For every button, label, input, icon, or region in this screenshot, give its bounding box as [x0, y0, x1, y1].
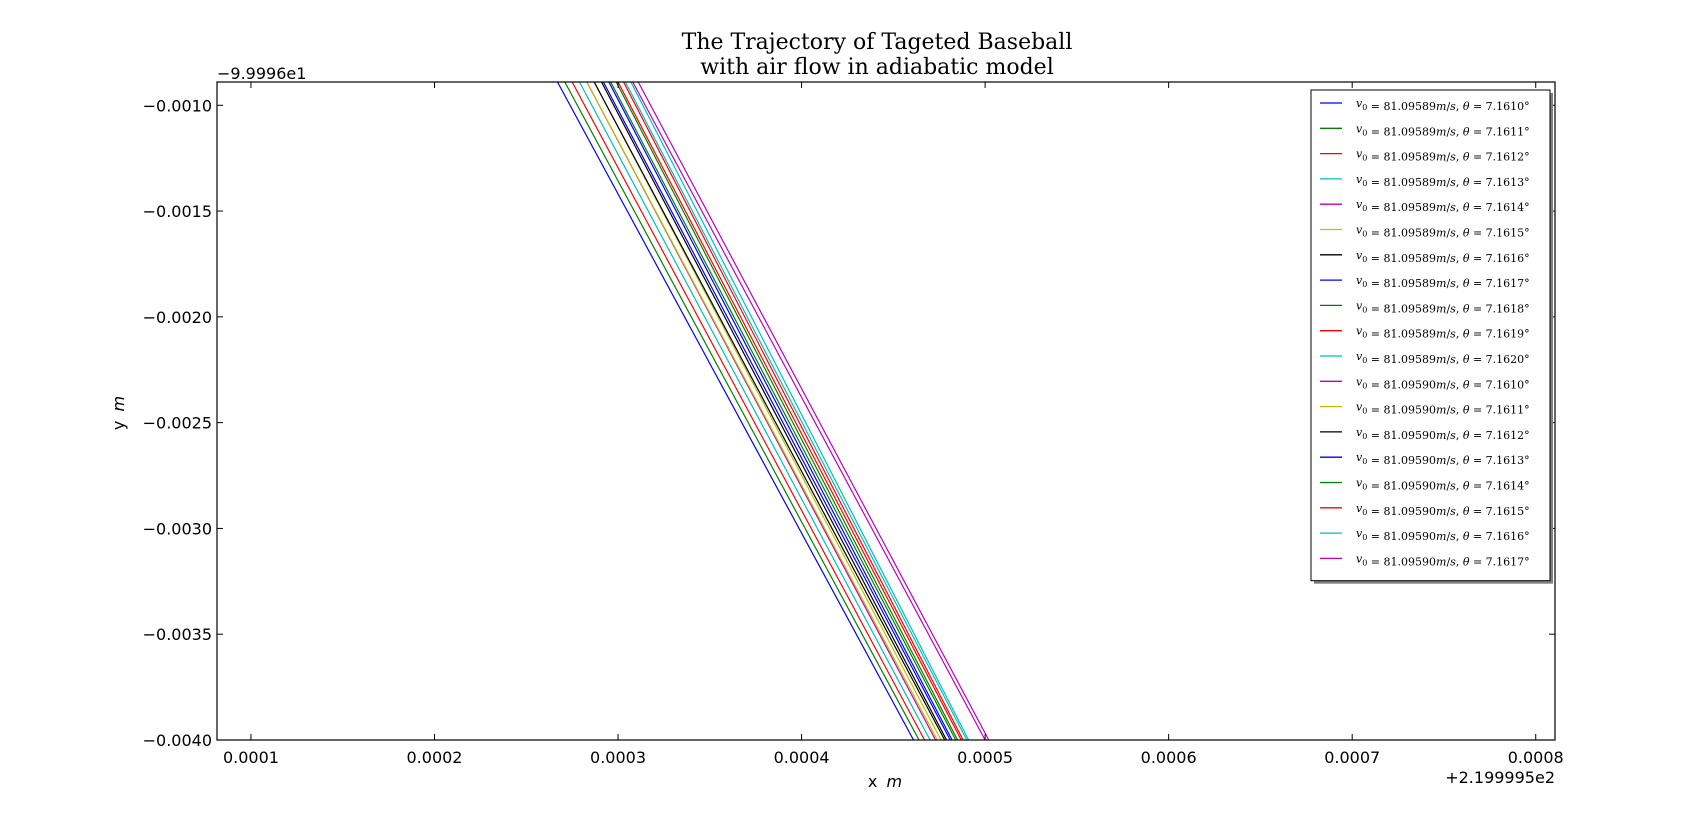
x-axis-ticks: 0.0001 0.0002 0.0003 0.0004 0.0005 0.0006 0.00… [223, 82, 1564, 767]
legend-entry: v0 = 81.09589m/s, θ = 7.1614° [1320, 198, 1530, 214]
series-lines [556, 82, 990, 740]
legend-entry: v0 = 81.09590m/s, θ = 7.1617° [1320, 552, 1530, 568]
series-line-19 [632, 82, 986, 740]
series-line-14 [593, 82, 946, 740]
legend-label: v0 = 81.09590m/s, θ = 7.1615° [1356, 502, 1530, 518]
legend-label: v0 = 81.09589m/s, θ = 7.1613° [1356, 173, 1530, 189]
legend-label: v0 = 81.09590m/s, θ = 7.1614° [1356, 477, 1530, 493]
legend-entry: v0 = 81.09589m/s, θ = 7.1619° [1320, 325, 1530, 341]
x-tick-label: 0.0001 [223, 748, 279, 767]
legend-label: v0 = 81.09589m/s, θ = 7.1614° [1356, 198, 1530, 214]
y-tick-label: −0.0010 [143, 96, 212, 115]
x-tick-label: 0.0008 [1508, 748, 1564, 767]
x-tick-label: 0.0007 [1324, 748, 1380, 767]
series-line-16 [610, 82, 957, 740]
chart-title: The Trajectory of Tageted Baseball [682, 30, 1073, 55]
legend-entry: v0 = 81.09590m/s, θ = 7.1614° [1320, 477, 1530, 493]
legend-label: v0 = 81.09590m/s, θ = 7.1613° [1356, 451, 1530, 467]
x-tick-label: 0.0003 [590, 748, 646, 767]
y-axis-label-text: y [109, 421, 128, 430]
legend-label: v0 = 81.09589m/s, θ = 7.1615° [1356, 224, 1530, 240]
legend-entry: v0 = 81.09589m/s, θ = 7.1616° [1320, 249, 1530, 265]
legend-entry: v0 = 81.09589m/s, θ = 7.1613° [1320, 173, 1530, 189]
legend-label: v0 = 81.09589m/s, θ = 7.1620° [1356, 350, 1530, 366]
legend-entry: v0 = 81.09590m/s, θ = 7.1613° [1320, 451, 1530, 467]
legend-label: v0 = 81.09590m/s, θ = 7.1616° [1356, 527, 1530, 543]
series-line-9 [615, 82, 959, 740]
legend-entry: v0 = 81.09589m/s, θ = 7.1618° [1320, 299, 1530, 315]
legend-entry: v0 = 81.09589m/s, θ = 7.1617° [1320, 274, 1530, 290]
legend-entry: v0 = 81.09589m/s, θ = 7.1610° [1320, 97, 1530, 113]
chart-subtitle: with air flow in adiabatic model [700, 55, 1053, 80]
legend-entry: v0 = 81.09590m/s, θ = 7.1611° [1320, 401, 1530, 417]
y-tick-label: −0.0035 [143, 625, 212, 644]
legend-entry: v0 = 81.09590m/s, θ = 7.1615° [1320, 502, 1530, 518]
legend-label: v0 = 81.09589m/s, θ = 7.1611° [1356, 122, 1530, 138]
series-line-7 [600, 82, 948, 740]
x-offset-label: +2.199995e2 [1445, 768, 1555, 787]
legend-label: v0 = 81.09590m/s, θ = 7.1617° [1356, 552, 1530, 568]
series-line-17 [617, 82, 962, 740]
x-tick-label: 0.0005 [957, 748, 1013, 767]
legend-entry: v0 = 81.09589m/s, θ = 7.1620° [1320, 350, 1530, 366]
legend-entry: v0 = 81.09590m/s, θ = 7.1610° [1320, 375, 1530, 391]
y-tick-label: −0.0030 [143, 519, 212, 538]
legend: v0 = 81.09589m/s, θ = 7.1610° v0 = 81.095… [1310, 89, 1553, 584]
series-line-15 [602, 82, 951, 740]
y-tick-label: −0.0040 [143, 731, 212, 750]
series-line-13 [586, 82, 938, 740]
series-line-12 [637, 82, 990, 740]
y-axis-ticks: −0.0010 −0.0015 −0.0020 −0.0025 −0.0030 −0.00… [143, 96, 1555, 750]
y-axis-label-unit: m [109, 396, 128, 412]
legend-label: v0 = 81.09589m/s, θ = 7.1616° [1356, 249, 1530, 265]
legend-entry: v0 = 81.09590m/s, θ = 7.1612° [1320, 426, 1530, 442]
legend-entry: v0 = 81.09589m/s, θ = 7.1615° [1320, 224, 1530, 240]
legend-label: v0 = 81.09589m/s, θ = 7.1617° [1356, 274, 1530, 290]
x-axis-label-text: x [868, 772, 877, 791]
x-tick-label: 0.0006 [1141, 748, 1197, 767]
x-tick-label: 0.0004 [774, 748, 830, 767]
series-line-8 [608, 82, 953, 740]
y-tick-label: −0.0020 [143, 308, 212, 327]
y-axis-label: y m [109, 396, 128, 430]
y-tick-label: −0.0015 [143, 202, 212, 221]
legend-label: v0 = 81.09590m/s, θ = 7.1610° [1356, 375, 1530, 391]
series-line-1 [556, 82, 915, 740]
legend-entry: v0 = 81.09589m/s, θ = 7.1611° [1320, 122, 1530, 138]
legend-label: v0 = 81.09589m/s, θ = 7.1612° [1356, 148, 1530, 164]
legend-label: v0 = 81.09590m/s, θ = 7.1611° [1356, 401, 1530, 417]
series-line-4 [578, 82, 931, 740]
legend-entry: v0 = 81.09590m/s, θ = 7.1616° [1320, 527, 1530, 543]
y-tick-label: −0.0025 [143, 414, 212, 433]
series-line-2 [564, 82, 920, 740]
legend-box [1310, 89, 1551, 582]
legend-label: v0 = 81.09589m/s, θ = 7.1619° [1356, 325, 1530, 341]
legend-label: v0 = 81.09590m/s, θ = 7.1612° [1356, 426, 1530, 442]
legend-entry: v0 = 81.09589m/s, θ = 7.1612° [1320, 148, 1530, 164]
x-axis-label-unit: m [886, 772, 902, 791]
legend-label: v0 = 81.09589m/s, θ = 7.1618° [1356, 299, 1530, 315]
legend-label: v0 = 81.09589m/s, θ = 7.1610° [1356, 97, 1530, 113]
y-offset-label: −9.9996e1 [217, 64, 306, 83]
series-line-18 [624, 82, 968, 740]
series-line-11 [630, 82, 970, 740]
plot-frame [216, 81, 1556, 741]
x-tick-label: 0.0002 [407, 748, 463, 767]
x-axis-label: x m [868, 772, 902, 791]
series-line-10 [623, 82, 964, 740]
series-line-3 [571, 82, 926, 740]
